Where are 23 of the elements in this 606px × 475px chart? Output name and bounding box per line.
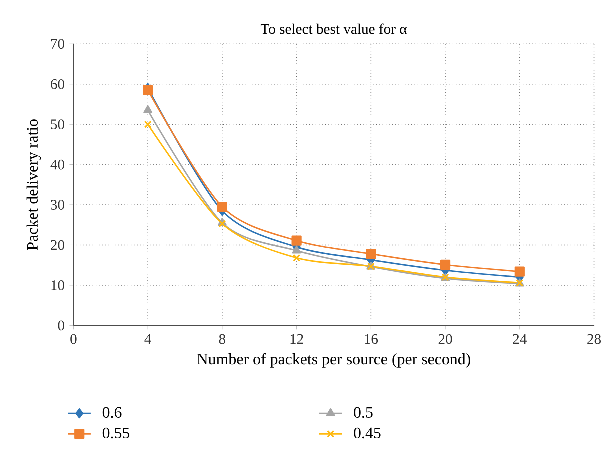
- legend-label: 0.55: [102, 428, 130, 439]
- x-axis-title: Number of packets per source (per second): [197, 353, 470, 368]
- x-tick-label: 0: [70, 334, 77, 344]
- legend-label: 0.6: [102, 407, 122, 418]
- x-tick-label: 24: [513, 334, 527, 344]
- y-tick-label: 70: [51, 39, 64, 50]
- y-tick-label: 50: [51, 120, 64, 130]
- y-tick-label: 0: [58, 320, 64, 331]
- x-tick-label: 8: [219, 334, 226, 344]
- y-tick-label: 30: [51, 200, 64, 210]
- x-tick-label: 28: [588, 334, 602, 344]
- x-tick-label: 12: [290, 334, 304, 344]
- y-tick-label: 40: [50, 160, 64, 170]
- y-tick-label: 60: [51, 79, 64, 90]
- y-axis-title: Packet delivery ratio: [26, 120, 42, 250]
- chart-title: To select best value for α: [260, 24, 407, 34]
- y-tick-label: 20: [51, 240, 64, 250]
- y-tick-label: 10: [52, 280, 64, 290]
- legend-label: 0.45: [354, 428, 381, 439]
- x-tick-label: 16: [365, 334, 378, 344]
- x-tick-label: 4: [144, 334, 152, 344]
- legend-label: 0.5: [354, 407, 373, 418]
- x-tick-label: 20: [438, 334, 452, 344]
